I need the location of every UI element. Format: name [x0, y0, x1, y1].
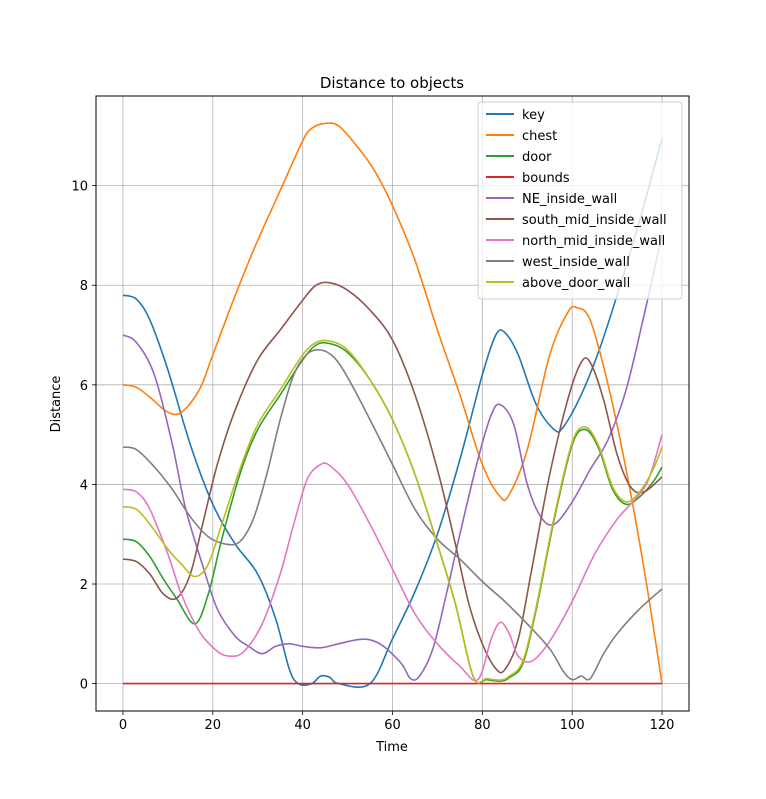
- x-tick-label: 60: [384, 718, 401, 733]
- y-tick-label: 2: [80, 578, 88, 593]
- legend-label: door: [522, 150, 552, 165]
- x-axis-label: Time: [375, 740, 408, 755]
- legend-label: above_door_wall: [522, 276, 630, 291]
- x-tick-label: 0: [119, 718, 127, 733]
- y-tick-label: 10: [71, 180, 88, 195]
- legend-label: bounds: [522, 171, 570, 186]
- x-tick-label: 80: [474, 718, 491, 733]
- series-line-south-mid-inside-wall: [122, 281, 663, 674]
- series-line-key: [122, 138, 663, 688]
- series-line-north-mid-inside-wall: [122, 434, 663, 682]
- y-tick-label: 0: [80, 678, 88, 693]
- legend-label: north_mid_inside_wall: [522, 234, 665, 249]
- series-line-west-inside-wall: [122, 348, 663, 681]
- series-line-above-door-wall: [122, 339, 663, 684]
- legend-label: chest: [522, 129, 557, 144]
- plot-lines: [122, 122, 663, 688]
- y-tick-label: 6: [80, 379, 88, 394]
- y-tick-label: 4: [80, 478, 88, 493]
- legend-box: [477, 101, 683, 300]
- legend-label: key: [522, 108, 545, 123]
- x-tick-label: 120: [650, 718, 675, 733]
- x-tick-label: 40: [294, 718, 311, 733]
- series-line-ne-inside-wall: [122, 235, 663, 681]
- y-axis-label: Distance: [49, 376, 64, 433]
- series-line-chest: [122, 122, 663, 684]
- legend: key chest door bounds NE_inside_wall south_mi…: [477, 101, 683, 300]
- x-tick-label: 100: [560, 718, 585, 733]
- legend-label: west_inside_wall: [522, 255, 630, 270]
- y-tick-label: 8: [80, 279, 88, 294]
- legend-label: south_mid_inside_wall: [522, 213, 667, 228]
- axis-ticks: 0 20 40 60 80 100 120 0 2 4 6 8 10: [71, 180, 674, 733]
- x-tick-label: 20: [205, 718, 222, 733]
- chart-title: Distance to objects: [320, 74, 464, 92]
- legend-label: NE_inside_wall: [522, 192, 617, 207]
